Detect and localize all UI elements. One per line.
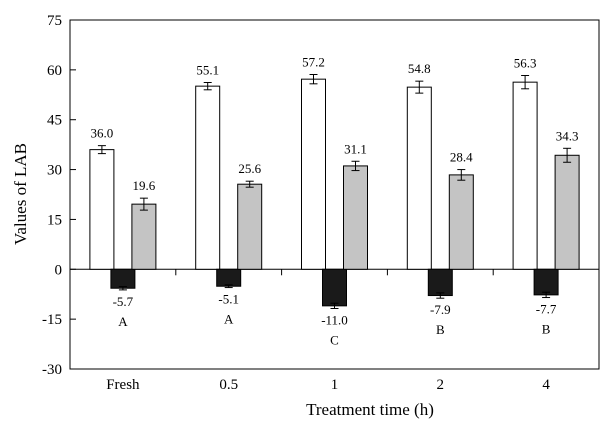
- bar: [322, 268, 347, 307]
- data-label: 28.4: [450, 150, 473, 165]
- data-label: 56.3: [514, 56, 537, 71]
- bars: [89, 74, 580, 310]
- data-label: 55.1: [196, 62, 219, 77]
- bar: [216, 268, 242, 287]
- bar: [110, 268, 136, 289]
- data-label: -5.1: [218, 292, 239, 307]
- group-letter: B: [436, 322, 445, 337]
- data-label: 36.0: [91, 126, 114, 141]
- bar: [533, 268, 559, 296]
- y-tick-label: 75: [47, 13, 62, 29]
- y-tick-label: 30: [47, 163, 62, 179]
- x-axis-title: Treatment time (h): [306, 400, 434, 419]
- data-label: -7.9: [430, 302, 451, 317]
- group-letter: B: [542, 322, 551, 337]
- group-letter: A: [224, 312, 234, 327]
- x-tick-label: 4: [542, 377, 550, 393]
- y-tick-label: 45: [47, 113, 62, 129]
- bar: [131, 203, 157, 270]
- bar: [512, 81, 538, 270]
- bar: [406, 86, 432, 270]
- bar: [195, 85, 221, 270]
- group-letter: C: [330, 333, 339, 348]
- data-label: 19.6: [133, 178, 156, 193]
- data-label: 31.1: [344, 141, 367, 156]
- bar: [427, 268, 453, 297]
- y-tick-label: 0: [55, 262, 63, 278]
- y-axis-title: Values of LAB: [11, 143, 30, 245]
- y-tick-label: 15: [47, 212, 62, 228]
- data-label: -11.0: [321, 313, 348, 328]
- x-tick-label: 1: [331, 377, 339, 393]
- y-tick-label: -15: [42, 312, 62, 328]
- bar: [237, 183, 263, 270]
- bar: [554, 154, 580, 270]
- bar: [89, 149, 115, 270]
- x-tick-label: Fresh: [106, 377, 140, 393]
- data-label: 57.2: [302, 55, 325, 70]
- data-label: 34.3: [556, 128, 579, 143]
- value-labels: 36.0 55.1 57.2 54.8 56.3 -5.7 -5.1 -11.0 -7.9 -7.…: [91, 55, 579, 348]
- x-tick-label: 0.5: [219, 377, 238, 393]
- bar: [301, 78, 326, 270]
- y-tick-label: -30: [42, 362, 62, 378]
- data-label: -7.7: [536, 302, 557, 317]
- plot-frame: [69, 19, 600, 370]
- x-tick-label: 2: [437, 377, 445, 393]
- y-tick-label: 60: [47, 63, 62, 79]
- data-label: -5.7: [113, 294, 134, 309]
- data-label: 25.6: [238, 161, 261, 176]
- group-letter: A: [118, 314, 128, 329]
- data-label: 54.8: [408, 61, 431, 76]
- axes: -30 -15 0 15 30 45 60 75 Fresh 0.5 1 2 4: [42, 13, 600, 393]
- bar: [448, 174, 474, 270]
- bar: [343, 165, 368, 270]
